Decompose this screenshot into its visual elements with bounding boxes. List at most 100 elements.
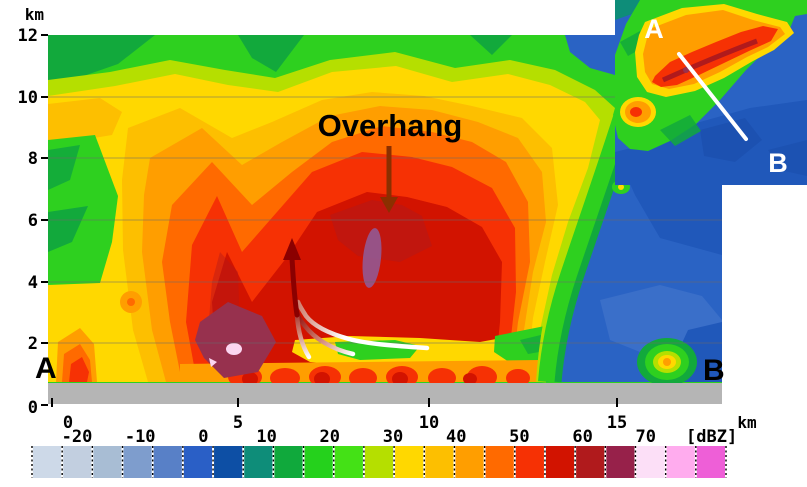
field-surface-core-maroon <box>195 302 276 378</box>
field-surface-cell <box>506 369 530 383</box>
field-surface-cell-core <box>392 372 408 383</box>
colorbar-unit-label: [dBZ] <box>686 427 737 447</box>
colorbar-segment <box>32 446 63 478</box>
y-axis-ticks <box>41 34 48 406</box>
colorbar-tick-label: 70 <box>636 427 656 447</box>
field-region-darkgreen <box>48 145 80 190</box>
field-region-darkgreen <box>48 206 88 252</box>
field-region-darkgreen <box>48 35 155 88</box>
ground-strip <box>48 383 722 404</box>
field-surface-cell <box>349 368 377 383</box>
inset-cell <box>630 107 642 117</box>
overhang-annotation: Overhang <box>318 108 463 213</box>
colorbar-segment <box>333 446 365 478</box>
colorbar-segment <box>363 446 395 478</box>
colorbar-segment <box>544 446 576 478</box>
cross-section-line <box>677 52 748 141</box>
colorbar-segment <box>484 446 516 478</box>
colorbar-tick-label: -20 <box>62 427 93 447</box>
updraft-arrowhead-icon <box>283 238 301 260</box>
colorbar-segment <box>424 446 455 478</box>
inset-region-blue-deep <box>768 140 807 176</box>
inset-region-darkgreen <box>660 115 701 146</box>
colorbar-segment <box>575 446 606 478</box>
field-surface-cell <box>270 368 300 383</box>
colorbar-separators <box>31 446 727 478</box>
field-core-pink-pixel <box>209 358 217 367</box>
inset-region-blue-deep <box>700 118 762 162</box>
y-tick-label: 6 <box>28 211 38 231</box>
field-surface-cell-core <box>463 373 477 383</box>
streamline-long <box>295 299 430 351</box>
y-tick-label: 12 <box>18 26 38 46</box>
colorbar-tick-label: 40 <box>446 427 466 447</box>
endpoint-label-b: B <box>703 354 725 387</box>
field-region-darkgreen <box>238 35 304 72</box>
y-tick-label: 8 <box>28 149 38 169</box>
y-tick-label: 10 <box>18 88 38 108</box>
colorbar-segment <box>514 446 546 478</box>
field-surface-cell-core <box>242 372 258 383</box>
field-region-brick <box>330 200 432 262</box>
colorbar-tick-labels: -20 -10 0 10 20 30 40 50 60 70 <box>62 427 656 447</box>
colorbar-segment <box>303 446 335 478</box>
field-surface-cell <box>428 368 456 383</box>
overhang-label: Overhang <box>318 108 463 143</box>
x-tick-label: 10 <box>419 413 439 433</box>
field-purple-streak <box>362 228 382 288</box>
x-tick-label: 15 <box>607 413 627 433</box>
colorbar: -20 -10 0 10 20 30 40 50 60 70 [dBZ] <box>31 427 737 478</box>
inset-region-teal <box>615 0 640 20</box>
field-region-red <box>69 357 89 382</box>
colorbar-segment <box>152 446 184 478</box>
x-axis: 0 5 10 15 km <box>51 398 757 433</box>
inflow-streamlines <box>283 238 430 360</box>
colorbar-segment <box>213 446 244 478</box>
y-tick-label: 2 <box>28 334 38 354</box>
colorbar-segment <box>92 446 124 478</box>
y-axis: km 12 10 8 6 4 2 0 <box>18 5 48 418</box>
y-tick-label: 0 <box>28 398 38 418</box>
colorbar-segment <box>665 446 697 478</box>
field-region-darkgreen <box>470 35 512 55</box>
colorbar-segment <box>454 446 486 478</box>
field-core-pink-pixel <box>226 343 242 355</box>
reflectivity-field <box>48 35 722 383</box>
inset-core-dot <box>683 67 689 73</box>
streamline-short <box>294 312 312 360</box>
inset-region-blue <box>786 14 807 58</box>
updraft-arrow-stem <box>289 255 300 318</box>
inset-label-a: A <box>644 14 664 44</box>
colorbar-tick-label: 10 <box>256 427 276 447</box>
colorbar-segment <box>62 446 93 478</box>
colorbar-segment <box>122 446 154 478</box>
colorbar-segment <box>182 446 214 478</box>
colorbar-segment <box>695 446 727 478</box>
field-cell-right <box>663 358 671 366</box>
colorbar-tick-label: -10 <box>125 427 156 447</box>
field-spot-orange-core <box>127 298 135 306</box>
colorbar-tick-label: 0 <box>198 427 208 447</box>
x-tick-label: 0 <box>63 413 73 433</box>
colorbar-tick-label: 30 <box>383 427 403 447</box>
y-tick-label: 4 <box>28 273 38 293</box>
colorbar-tick-label: 60 <box>572 427 592 447</box>
grid-lines <box>48 96 722 344</box>
colorbar-tick-label: 50 <box>509 427 529 447</box>
field-spot-green-core <box>618 184 624 190</box>
x-axis-ticks <box>51 398 618 407</box>
y-axis-unit: km <box>25 5 45 24</box>
field-region-amber <box>48 98 122 142</box>
colorbar-segment <box>605 446 636 478</box>
overhang-arrowhead-icon <box>380 197 398 213</box>
colorbar-segment <box>394 446 425 478</box>
inset-map: A B <box>615 0 807 185</box>
colorbar-tick-label: 20 <box>320 427 340 447</box>
colorbar-segments <box>32 446 727 478</box>
field-band-green <box>538 114 635 383</box>
inset-label-b: B <box>768 148 788 178</box>
colorbar-segment <box>273 446 305 478</box>
x-tick-label: 5 <box>233 413 243 433</box>
x-axis-unit: km <box>737 413 757 432</box>
